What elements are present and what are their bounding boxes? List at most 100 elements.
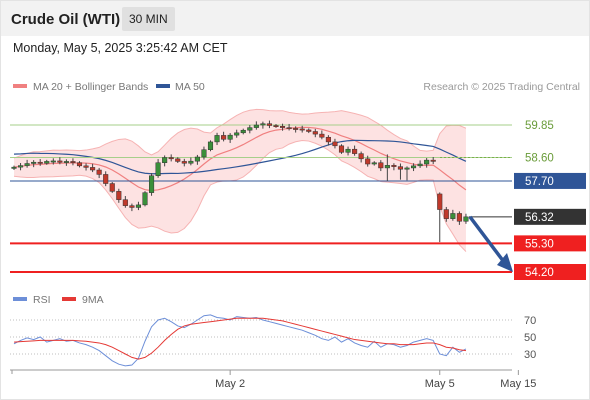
candle (397, 163, 403, 180)
candle (116, 188, 122, 203)
rsi-level-label-70: 70 (524, 315, 536, 327)
candle-body (253, 124, 259, 128)
candle-body (397, 166, 403, 170)
candle (391, 163, 397, 171)
candles (11, 120, 469, 243)
candle (280, 123, 286, 131)
level-box-54-20 (514, 264, 586, 280)
candle-body (240, 129, 246, 134)
candle-body (194, 156, 200, 162)
candle (332, 138, 338, 149)
chart-datetime: Monday, May 5, 2025 3:25:42 AM CET (13, 41, 228, 55)
candle-body (142, 192, 148, 206)
candle (358, 151, 364, 163)
rsi-level-label-50: 50 (524, 332, 536, 344)
candle-body (50, 160, 56, 163)
timeframe-badge[interactable]: 30 MIN (122, 7, 175, 31)
forecast-arrow (468, 215, 513, 272)
level-label-57-70: 57.70 (525, 176, 554, 188)
level-label-56-32: 56.32 (525, 212, 554, 224)
level-box-56-32 (514, 208, 586, 225)
candle-body (443, 209, 449, 219)
candle (201, 146, 207, 160)
candle-body (188, 160, 194, 164)
ma50-line (13, 139, 467, 175)
candle (24, 159, 30, 168)
ma20-legend-swatch (13, 84, 27, 88)
candle (260, 121, 266, 129)
bollinger-upper-line (13, 108, 467, 159)
candle-body (96, 169, 102, 175)
time-axis: May 2 May 5 May 15 (10, 369, 536, 390)
candle (57, 157, 63, 165)
candle (299, 125, 305, 133)
candle (345, 146, 351, 156)
candle (129, 203, 135, 212)
candle-body (332, 141, 338, 147)
candle-body (103, 174, 109, 184)
chart-header: Crude Oil (WTI) 30 MIN (1, 1, 589, 36)
candle (96, 167, 102, 179)
level-label-55-30: 55.30 (525, 238, 554, 250)
candle (253, 121, 259, 130)
candle (463, 213, 469, 224)
candle (44, 159, 50, 165)
candle-body (175, 158, 181, 162)
candle-body (37, 161, 43, 164)
bollinger-band-area (14, 109, 466, 252)
level-label-54-20: 54.20 (525, 267, 554, 279)
candle-body (234, 132, 240, 136)
level-box-57-70 (514, 172, 586, 189)
candle-body (463, 216, 469, 222)
candle-body (424, 159, 430, 165)
candle (37, 159, 43, 166)
candle (214, 132, 220, 146)
bollinger-band (14, 109, 466, 252)
x-tick-label: May 15 (500, 378, 536, 390)
candle-body (352, 148, 358, 154)
candle (50, 158, 56, 165)
candle-body (384, 165, 390, 169)
candle-body (430, 159, 436, 162)
candle-body (365, 158, 371, 165)
candle-body (31, 161, 37, 164)
candle (103, 171, 109, 187)
candle-body (456, 213, 462, 222)
candle-body (266, 123, 272, 126)
candle (63, 159, 69, 166)
candle-body (391, 165, 397, 167)
price-legend: MA 20 + Bollinger Bands MA 50 Research ©… (13, 81, 580, 93)
candle (31, 160, 37, 168)
candle (456, 211, 462, 225)
candle-body (450, 213, 456, 219)
candle (286, 123, 292, 131)
rsi-ma-line (13, 317, 467, 360)
candle-body (338, 145, 345, 153)
candle-body (227, 134, 233, 140)
candle-body (181, 161, 187, 164)
candle-body (437, 193, 443, 210)
candle (273, 123, 279, 128)
candle (90, 163, 96, 173)
level-label-58-60: 58.60 (525, 153, 554, 165)
candle (181, 158, 187, 167)
candle (404, 166, 410, 181)
candle-body (11, 166, 17, 169)
candle (312, 128, 318, 138)
candle-body (411, 165, 417, 169)
instrument-title: Crude Oil (WTI) (11, 11, 121, 28)
candle (135, 201, 141, 211)
rsi-ma-legend-label: 9MA (82, 294, 104, 306)
candle-body (214, 135, 220, 143)
candle-body (247, 127, 253, 131)
candle-body (312, 131, 318, 135)
candle-body (57, 160, 63, 163)
candle (188, 157, 194, 166)
candle (293, 126, 299, 133)
candle (365, 155, 371, 167)
candle (11, 165, 17, 171)
candle (207, 140, 214, 152)
candle (175, 157, 181, 163)
candle-body (371, 162, 377, 165)
